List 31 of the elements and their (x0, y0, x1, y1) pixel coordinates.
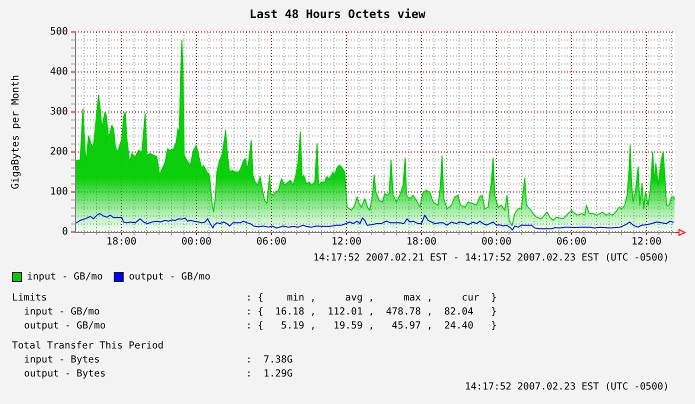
x-tick-label: 00:00 (481, 236, 512, 248)
text: : { 16.18 , 112.01 , 478.78 , 82.04 } (246, 306, 497, 318)
y-tick-label: 500 (50, 26, 68, 38)
text: input - GB/mo (24, 306, 100, 318)
y-tick-label: 400 (50, 66, 68, 78)
text: 14:17:52 2007.02.21 EST - 14:17:52 2007.02.23 EST (UTC -0500) (313, 252, 669, 264)
chart-title: Last 48 Hours Octets view (250, 7, 426, 22)
x-tick-label: 06:00 (556, 236, 587, 248)
legend-label: output - GB/mo (128, 272, 211, 283)
y-tick-label: 300 (50, 106, 68, 118)
y-tick-label: 0 (62, 226, 68, 238)
x-tick-label: 00:00 (181, 236, 212, 248)
text: input - Bytes (24, 354, 100, 366)
text: : 1.29G (246, 368, 293, 380)
y-axis-title: GigaBytes per Month (10, 74, 22, 190)
y-tick-label: 200 (50, 146, 68, 158)
y-tick-label: 100 (50, 186, 68, 198)
x-tick-label: 06:00 (256, 236, 287, 248)
text: Limits (12, 292, 47, 304)
text: : { 5.19 , 19.59 , 45.97 , 24.40 } (246, 320, 497, 332)
x-tick-label: 18:00 (106, 236, 137, 248)
x-tick-label: 12:00 (331, 236, 362, 248)
text: 14:17:52 2007.02.23 EST (UTC -0500) (464, 382, 669, 393)
x-tick-label: 12:00 (631, 236, 662, 248)
text: output - GB/mo (24, 320, 106, 332)
text: Total Transfer This Period (12, 340, 164, 352)
text: output - Bytes (24, 368, 106, 380)
text: : 7.38G (246, 354, 293, 366)
legend-label: input - GB/mo (27, 272, 103, 283)
x-tick-label: 18:00 (406, 236, 437, 248)
text: : { min , avg , max , cur } (246, 292, 497, 304)
